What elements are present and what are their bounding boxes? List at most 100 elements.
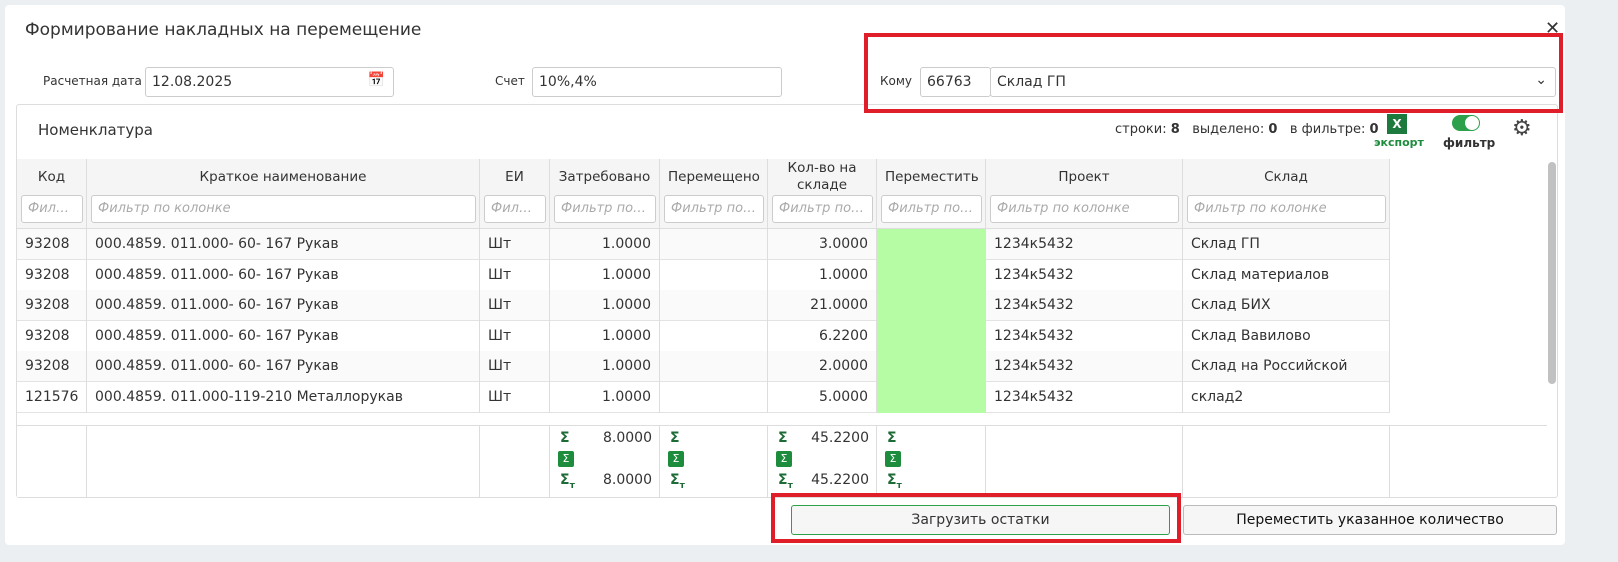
- cell: 000.4859. 011.000- 60- 167 Рукав: [87, 290, 480, 321]
- scrollbar[interactable]: [1548, 162, 1556, 384]
- cell: Склад материалов: [1183, 259, 1390, 291]
- load-button[interactable]: Загрузить остатки: [791, 505, 1170, 535]
- filtered-sum-symbol: Σт: [670, 472, 685, 491]
- move-button[interactable]: Переместить указанное количество: [1183, 505, 1557, 535]
- filtered-value: 0: [1369, 122, 1379, 137]
- filter-toggle[interactable]: [1452, 115, 1480, 131]
- column-filter[interactable]: Фильтр по колонке: [772, 195, 873, 223]
- column-filter[interactable]: Фильтр по колонке: [91, 195, 476, 223]
- panel-title: Номенклатура: [38, 121, 153, 139]
- cell: Склад на Российской: [1183, 351, 1390, 382]
- account-input[interactable]: 10%,4%: [532, 67, 782, 97]
- empty-cell[interactable]: [877, 351, 986, 382]
- filtered-sum-value: 8.0000: [603, 472, 652, 488]
- sum-button[interactable]: Σ: [776, 451, 792, 467]
- selected-value: 0: [1268, 122, 1278, 137]
- filtered-sum-symbol: Σт: [887, 472, 902, 491]
- filtered-sum-symbol: Σт: [560, 472, 575, 491]
- cell: 5.0000: [768, 381, 877, 413]
- date-input[interactable]: 12.08.2025 📅: [145, 67, 394, 97]
- sum-button[interactable]: Σ: [558, 451, 574, 467]
- export-icon[interactable]: X: [1387, 114, 1407, 134]
- filter-label: фильтр: [1443, 136, 1496, 150]
- sum-symbol: Σ: [670, 430, 680, 446]
- filter-sub: т: [679, 480, 685, 491]
- cell: Шт: [480, 290, 550, 321]
- cell: 000.4859. 011.000- 60- 167 Рукав: [87, 351, 480, 382]
- to-select[interactable]: Склад ГП ⌄: [990, 67, 1556, 97]
- empty-cell[interactable]: [877, 259, 986, 291]
- sum-button[interactable]: Σ: [885, 451, 901, 467]
- column-header: Краткое наименование: [87, 159, 480, 229]
- cell: 2.0000: [768, 351, 877, 382]
- cell: 1234к5432: [986, 351, 1183, 382]
- settings[interactable]: ⚙: [1512, 116, 1532, 141]
- highlight: [864, 33, 1563, 113]
- column-filter[interactable]: Фильтр по колонке: [21, 195, 83, 223]
- row: [17, 259, 1390, 291]
- empty-cell[interactable]: [877, 229, 986, 260]
- to-code[interactable]: 66763: [920, 67, 991, 97]
- cell: 1234к5432: [986, 320, 1183, 352]
- cell: Шт: [480, 229, 550, 260]
- cell: 1.0000: [550, 290, 660, 321]
- empty-cell: [660, 320, 768, 352]
- to-label: Кому: [880, 74, 913, 88]
- rows-value: 8: [1170, 122, 1180, 137]
- cell: Шт: [480, 351, 550, 382]
- cell: 1234к5432: [986, 259, 1183, 291]
- empty-cell: [660, 351, 768, 382]
- sum-button[interactable]: Σ: [668, 451, 684, 467]
- footer-cell: [1183, 425, 1390, 497]
- empty-cell: [660, 229, 768, 260]
- to-name: Склад ГП: [997, 74, 1066, 90]
- modal-title: Формирование накладных на перемещение: [25, 20, 422, 40]
- footer-cell: [986, 425, 1183, 497]
- cell: 000.4859. 011.000-119-210 Металлорукав: [87, 381, 480, 413]
- cell: Шт: [480, 381, 550, 413]
- empty-cell: [660, 259, 768, 291]
- cell: 93208: [17, 351, 87, 382]
- cell: Склад БИХ: [1183, 290, 1390, 321]
- column-filter[interactable]: Фильтр по колонке: [881, 195, 982, 223]
- selected-label: выделено:: [1192, 122, 1265, 137]
- column-filter[interactable]: Фильтр по колонке: [484, 195, 546, 223]
- column-header: Проект: [986, 159, 1183, 229]
- empty-cell[interactable]: [877, 290, 986, 321]
- stats: строки: 8 выделено: 0 в фильтре: 0: [1115, 122, 1379, 137]
- filtered-sum-value: 45.2200: [811, 472, 869, 488]
- footer-cell: [87, 425, 480, 497]
- column-header: Код: [17, 159, 87, 229]
- cell: 1.0000: [550, 320, 660, 352]
- filtered-sum-symbol: Σт: [778, 472, 793, 491]
- cell: 93208: [17, 290, 87, 321]
- footer-cell: [550, 425, 660, 497]
- column-filter[interactable]: Фильтр по колонке: [664, 195, 764, 223]
- filter-sub: т: [896, 480, 902, 491]
- column-filter[interactable]: Фильтр по колонке: [990, 195, 1179, 223]
- column-filter[interactable]: Фильтр по колонке: [1187, 195, 1386, 223]
- cell: 000.4859. 011.000- 60- 167 Рукав: [87, 229, 480, 260]
- footer-cell: [768, 425, 877, 497]
- cell: 000.4859. 011.000- 60- 167 Рукав: [87, 259, 480, 291]
- footer-cell: [877, 425, 986, 497]
- empty-cell[interactable]: [877, 381, 986, 413]
- column-header: Переместить: [877, 159, 986, 229]
- export-label[interactable]: экспорт: [1374, 136, 1424, 149]
- sum-symbol: Σ: [778, 430, 788, 446]
- to-code-value: 66763: [927, 74, 972, 90]
- cell: 3.0000: [768, 229, 877, 260]
- footer: [17, 425, 1547, 497]
- cell: Склад Вавилово: [1183, 320, 1390, 352]
- row: [17, 290, 1390, 321]
- column-filter[interactable]: Фильтр по колонке: [554, 195, 656, 223]
- cell: 1.0000: [768, 259, 877, 291]
- sum-symbol: Σ: [887, 430, 897, 446]
- cell: Склад ГП: [1183, 229, 1390, 260]
- footer-cell: [660, 425, 768, 497]
- column-header: Затребовано: [550, 159, 660, 229]
- cell: 1.0000: [550, 229, 660, 260]
- empty-cell[interactable]: [877, 320, 986, 352]
- cell: 000.4859. 011.000- 60- 167 Рукав: [87, 320, 480, 352]
